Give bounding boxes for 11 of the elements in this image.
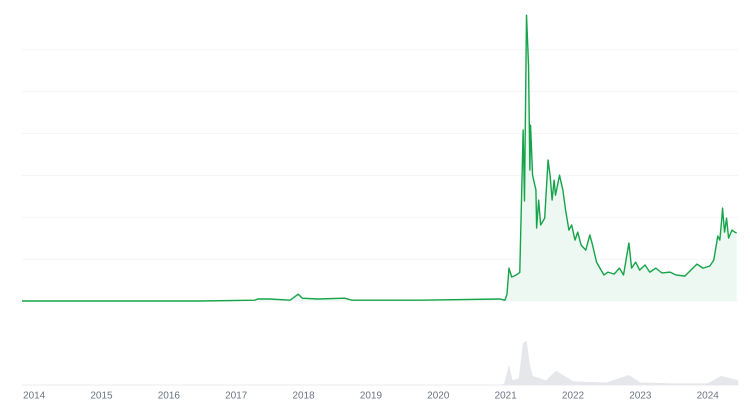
x-tick-label: 2023: [630, 392, 651, 399]
x-tick-label: 2015: [90, 392, 112, 399]
x-tick-label: 2020: [428, 392, 449, 399]
x-tick-label: 2022: [562, 392, 584, 399]
x-tick-label: 2017: [226, 392, 247, 399]
x-tick-label: 2019: [360, 392, 382, 399]
x-tick-label: 2014: [24, 392, 45, 399]
x-tick-label: 2021: [495, 392, 516, 399]
x-tick-label: 2018: [292, 392, 314, 399]
x-tick-label: 2016: [158, 392, 180, 399]
x-tick-label: 2024: [697, 392, 718, 399]
